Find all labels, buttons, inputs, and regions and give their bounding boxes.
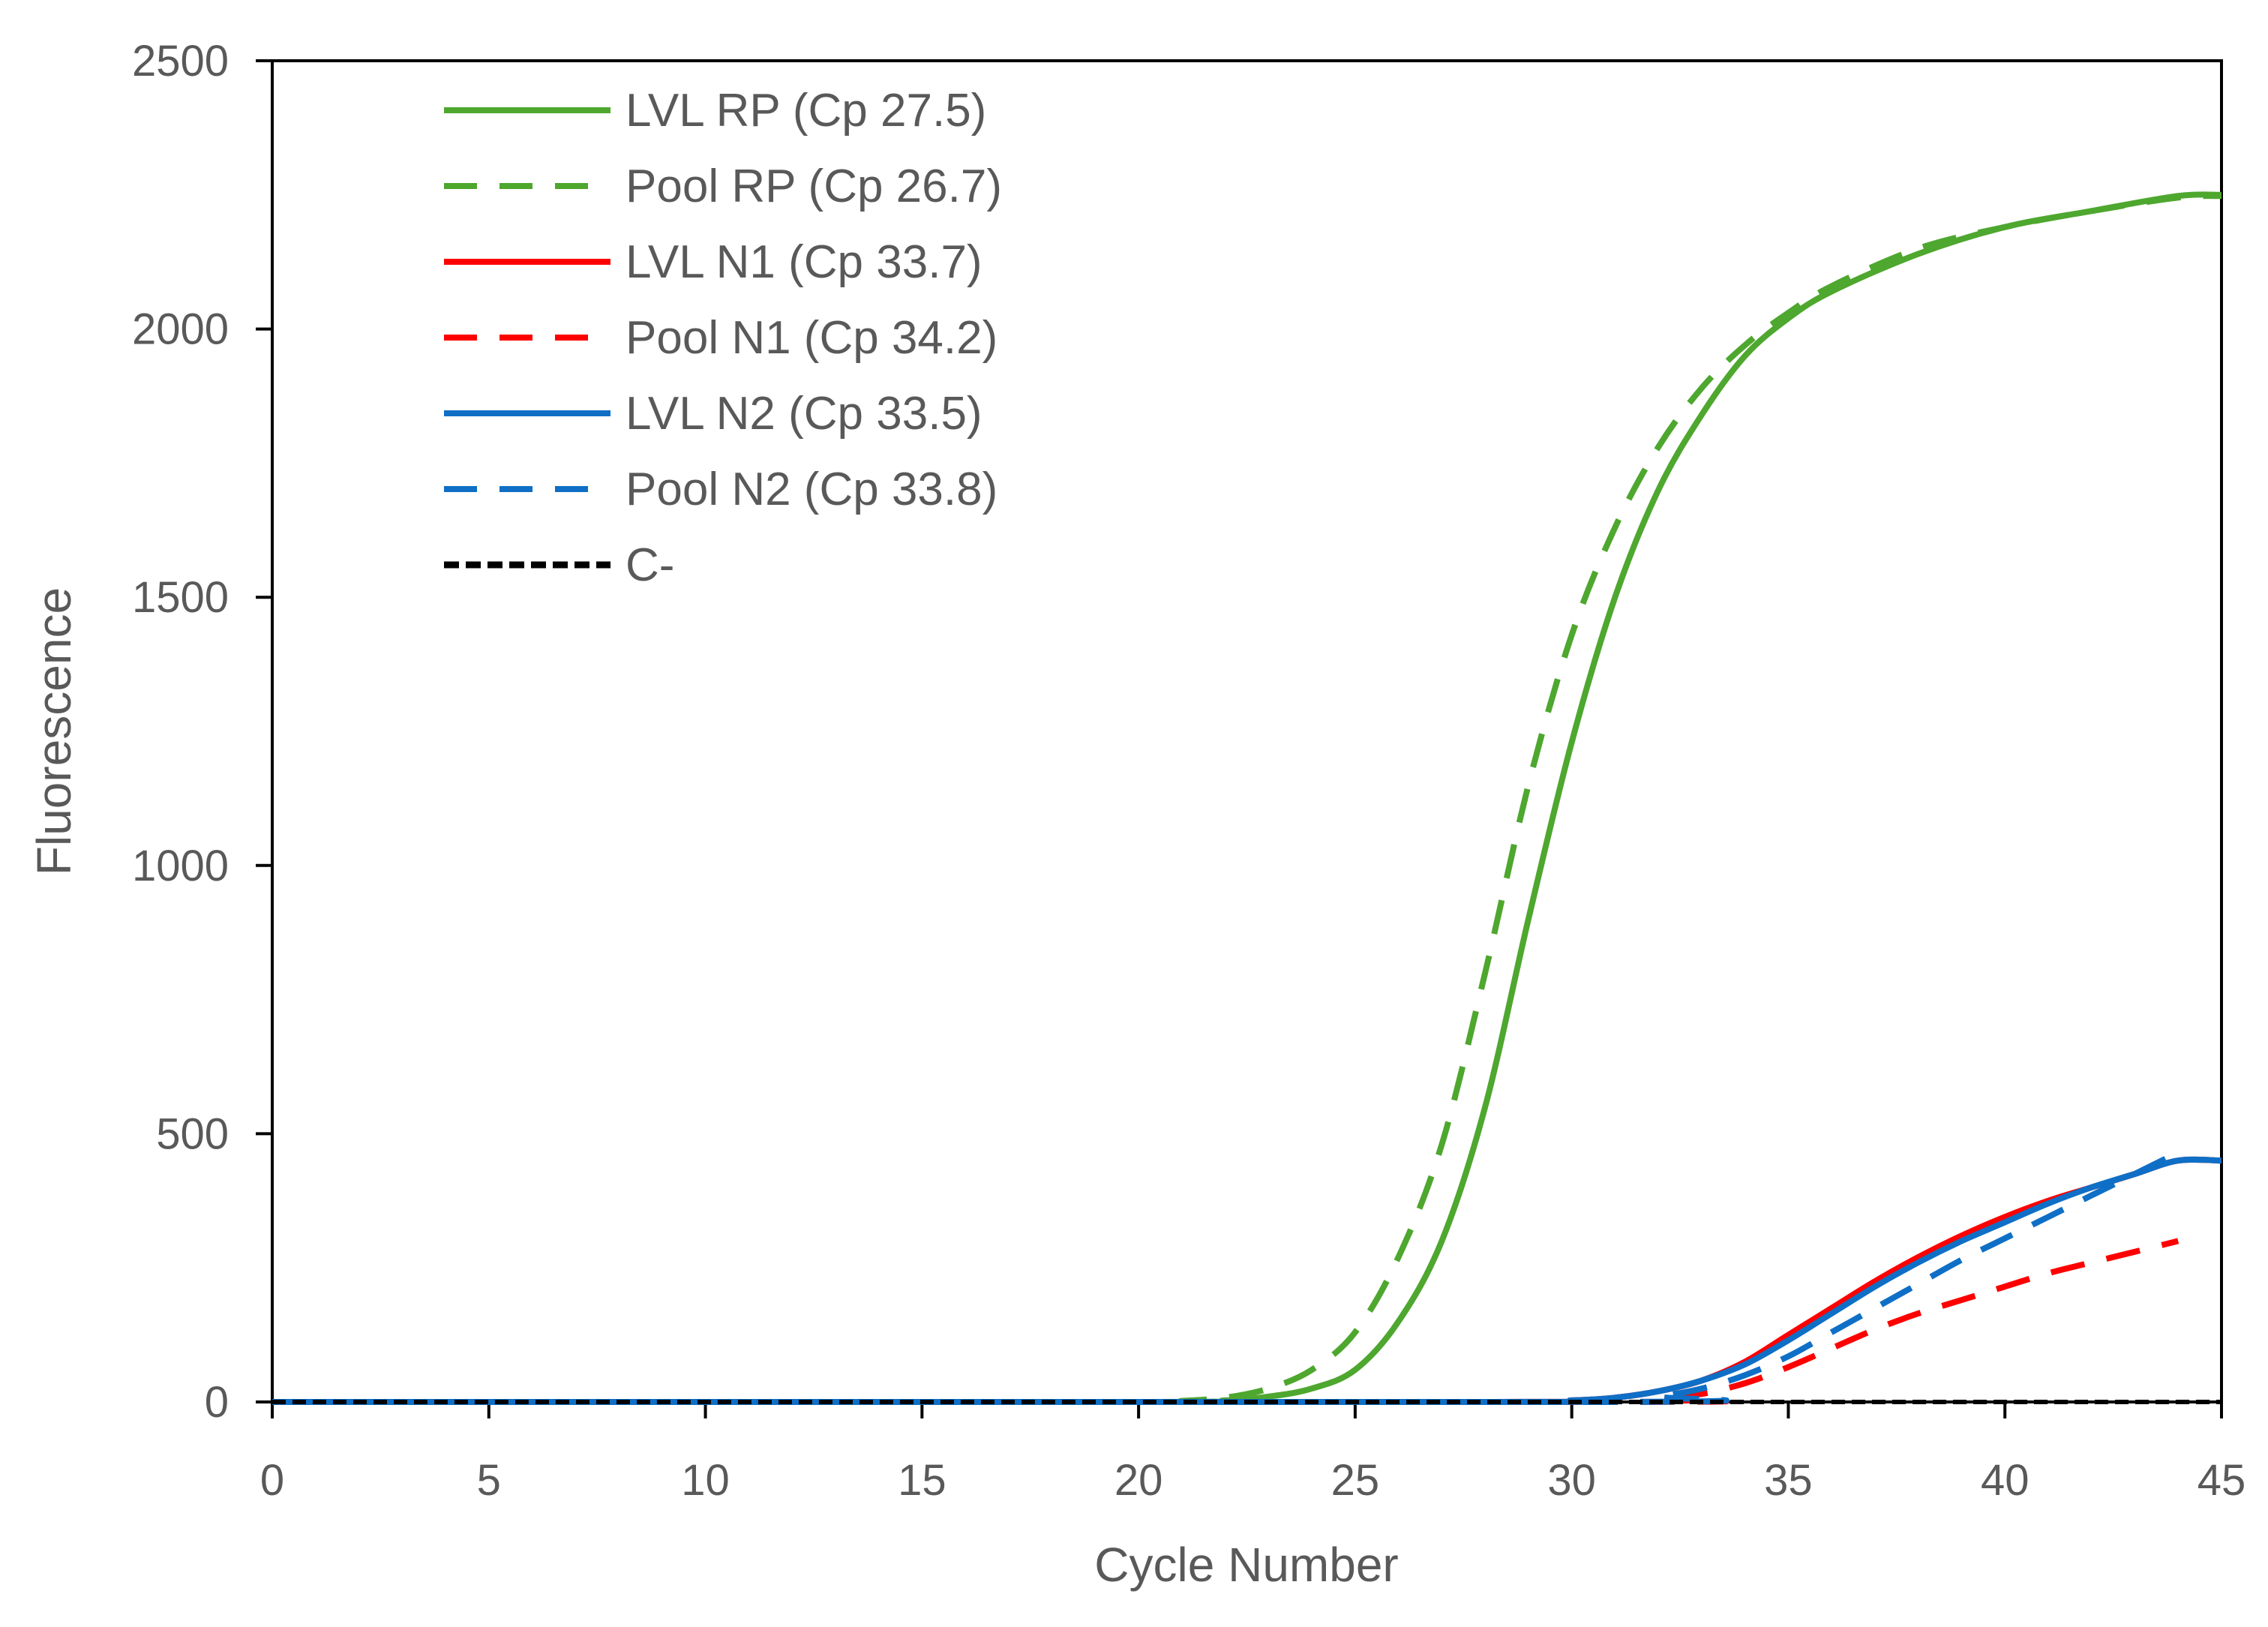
legend-label-c: C- — [626, 539, 674, 591]
x-axis-title: Cycle Number — [1094, 1538, 1398, 1592]
y-tick-label: 500 — [156, 1109, 229, 1158]
y-tick-label: 1000 — [132, 842, 229, 890]
x-tick-label: 10 — [681, 1456, 730, 1505]
x-tick-label: 5 — [477, 1456, 501, 1505]
series-line-pool-n2-cp-33-8 — [272, 1149, 2180, 1406]
x-axis-ticks: 0 5 10 15 20 25 30 35 40 45 — [260, 1402, 2246, 1505]
legend-label-lvl-n2-cp-33-5: LVL N2 (Cp 33.5) — [626, 388, 982, 440]
x-tick-label: 40 — [1981, 1456, 2030, 1505]
y-tick-label: 2000 — [132, 305, 229, 354]
y-tick-label: 2500 — [132, 37, 229, 86]
plot-series — [272, 191, 2222, 1406]
x-tick-label: 20 — [1114, 1456, 1163, 1505]
y-tick-label: 1500 — [132, 573, 229, 622]
series-line-pool-n1-cp-34-2 — [272, 1238, 2180, 1406]
legend-label-pool-rp-cp-26-7: Pool RP (Cp 26.7) — [626, 161, 1002, 212]
y-axis-title: Fluorescence — [27, 587, 81, 875]
legend-label-pool-n1-cp-34-2: Pool N1 (Cp 34.2) — [626, 312, 998, 364]
legend-label-pool-n2-cp-33-8: Pool N2 (Cp 33.8) — [626, 464, 998, 515]
x-tick-label: 25 — [1331, 1456, 1380, 1505]
x-tick-label: 15 — [898, 1456, 946, 1505]
y-axis-ticks: 0 500 1000 1500 2000 2500 — [132, 37, 272, 1427]
legend-label-lvl-rp-cp-27-5: LVL RP (Cp 27.5) — [626, 85, 986, 137]
legend-label-lvl-n1-cp-33-7: LVL N1 (Cp 33.7) — [626, 236, 982, 288]
x-tick-label: 30 — [1547, 1456, 1596, 1505]
y-tick-label: 0 — [205, 1378, 229, 1427]
x-tick-label: 0 — [260, 1456, 284, 1505]
legend: LVL RP (Cp 27.5) Pool RP (Cp 26.7) LVL N1 … — [444, 85, 1002, 591]
x-tick-label: 35 — [1764, 1456, 1813, 1505]
x-tick-label: 45 — [2198, 1456, 2246, 1505]
